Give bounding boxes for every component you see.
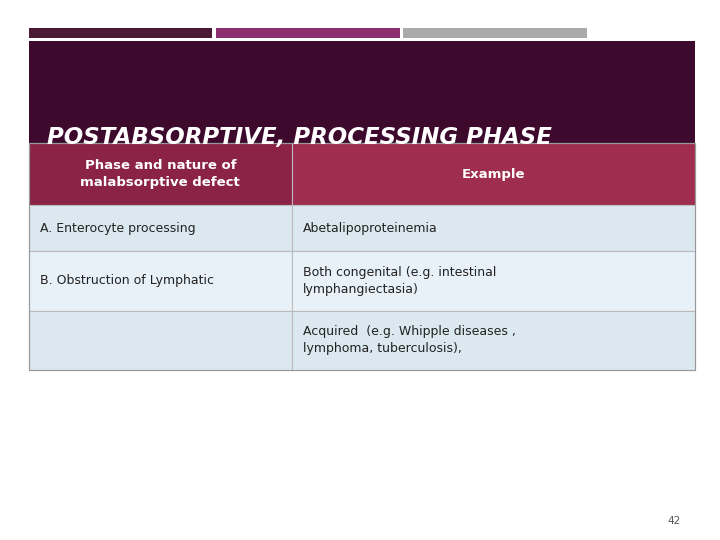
Text: 42: 42 xyxy=(667,516,680,526)
FancyBboxPatch shape xyxy=(292,251,695,310)
Text: Example: Example xyxy=(462,167,525,181)
FancyBboxPatch shape xyxy=(292,310,695,370)
FancyBboxPatch shape xyxy=(29,310,292,370)
FancyBboxPatch shape xyxy=(29,251,292,310)
FancyBboxPatch shape xyxy=(292,143,695,205)
Text: Acquired  (e.g. Whipple diseases ,
lymphoma, tuberculosis),: Acquired (e.g. Whipple diseases , lympho… xyxy=(302,325,516,355)
FancyBboxPatch shape xyxy=(292,205,695,251)
FancyBboxPatch shape xyxy=(29,28,212,38)
FancyBboxPatch shape xyxy=(216,28,400,38)
Text: B. Obstruction of Lymphatic: B. Obstruction of Lymphatic xyxy=(40,274,214,287)
Text: A. Enterocyte processing: A. Enterocyte processing xyxy=(40,221,195,235)
Text: Abetalipoproteinemia: Abetalipoproteinemia xyxy=(302,221,438,235)
Text: Phase and nature of
malabsorptive defect: Phase and nature of malabsorptive defect xyxy=(81,159,240,189)
Text: Both congenital (e.g. intestinal
lymphangiectasia): Both congenital (e.g. intestinal lymphan… xyxy=(302,266,496,296)
FancyBboxPatch shape xyxy=(29,143,292,205)
FancyBboxPatch shape xyxy=(29,40,695,167)
FancyBboxPatch shape xyxy=(29,205,292,251)
FancyBboxPatch shape xyxy=(403,28,587,38)
Text: POSTABSORPTIVE, PROCESSING PHASE: POSTABSORPTIVE, PROCESSING PHASE xyxy=(47,126,552,149)
